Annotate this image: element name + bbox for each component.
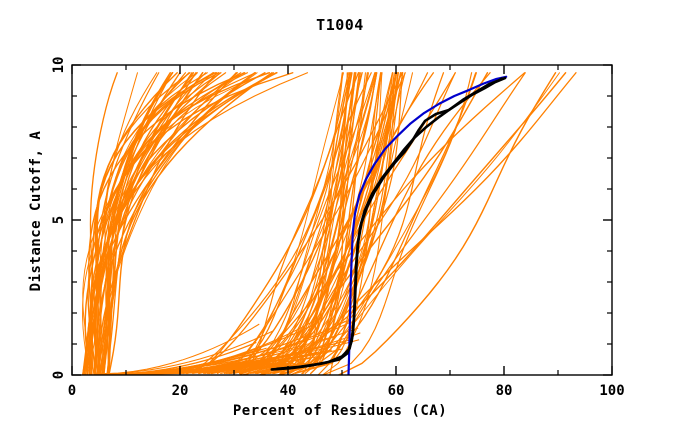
y-tick-label: 5: [51, 216, 67, 224]
page-title: T1004: [316, 16, 364, 34]
prediction-curve: [301, 72, 356, 375]
prediction-curve: [82, 72, 277, 375]
prediction-curve: [260, 72, 577, 375]
prediction-curve: [228, 72, 361, 374]
prediction-curve: [337, 72, 557, 375]
prediction-curve: [93, 330, 273, 375]
prediction-curve: [96, 72, 207, 375]
data-curves: [82, 72, 577, 375]
x-tick-label: 80: [496, 383, 513, 399]
prediction-curve: [185, 72, 376, 374]
prediction-curve: [229, 72, 351, 375]
prediction-curve: [269, 72, 348, 375]
prediction-curve: [267, 72, 369, 375]
prediction-curve: [263, 72, 435, 375]
prediction-curve: [98, 72, 309, 375]
prediction-curve: [87, 72, 294, 375]
x-axis-label: Percent of Residues (CA): [232, 403, 448, 419]
prediction-curve: [225, 72, 393, 374]
tick-labels: 0 20 40 60 80 100 0 5 10: [51, 57, 625, 399]
prediction-curve: [254, 72, 397, 375]
prediction-curve: [84, 72, 220, 375]
prediction-curve: [223, 72, 343, 374]
prediction-curve: [198, 72, 353, 375]
prediction-curve: [273, 72, 382, 375]
prediction-curve: [83, 72, 191, 375]
prediction-curve: [206, 72, 370, 374]
y-tick-label: 10: [51, 57, 67, 74]
prediction-curve: [89, 72, 215, 375]
prediction-curve: [121, 321, 313, 375]
prediction-curve: [95, 352, 317, 375]
prediction-curve: [239, 72, 376, 374]
x-tick-label: 40: [280, 383, 297, 399]
prediction-curve: [108, 72, 237, 375]
prediction-curve: [289, 72, 378, 375]
prediction-curve: [106, 72, 239, 375]
prediction-curve: [279, 72, 477, 375]
prediction-curve: [182, 72, 404, 375]
prediction-curve: [107, 72, 204, 375]
axes-frame: [71, 64, 613, 376]
y-tick-label: 0: [51, 371, 67, 379]
x-tick-label: 60: [388, 383, 405, 399]
x-tick-label: 0: [68, 383, 76, 399]
prediction-curve: [98, 72, 218, 375]
prediction-curve: [246, 72, 526, 375]
prediction-curve: [93, 72, 256, 375]
prediction-curve: [95, 323, 260, 375]
reference-curve-reference-blue: [347, 75, 508, 375]
prediction-curve: [85, 72, 257, 375]
prediction-curve: [329, 72, 491, 375]
x-tick-label: 20: [172, 383, 189, 399]
prediction-curve: [309, 72, 399, 375]
x-tick-label: 100: [599, 383, 624, 399]
reference-curve-reference-black-2: [275, 77, 504, 371]
prediction-curve: [117, 349, 332, 375]
